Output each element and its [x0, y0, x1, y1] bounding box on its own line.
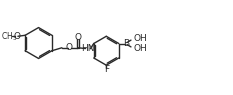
Text: B: B	[123, 39, 129, 48]
Text: HN: HN	[81, 44, 95, 53]
Text: OH: OH	[133, 34, 147, 43]
Text: F: F	[104, 65, 109, 74]
Text: OH: OH	[133, 44, 147, 53]
Text: O: O	[74, 33, 81, 42]
Text: O: O	[66, 43, 73, 52]
Text: CH$_3$: CH$_3$	[1, 30, 18, 43]
Text: O: O	[13, 32, 20, 41]
